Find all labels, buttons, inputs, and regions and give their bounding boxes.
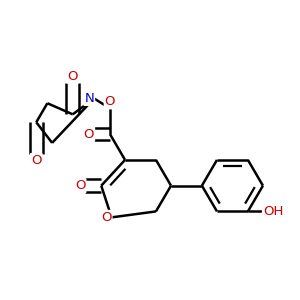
Text: O: O <box>101 211 112 224</box>
Text: O: O <box>31 154 41 167</box>
Text: O: O <box>75 179 86 192</box>
Text: O: O <box>84 128 94 141</box>
Text: N: N <box>84 92 94 105</box>
Text: OH: OH <box>263 205 283 218</box>
Text: O: O <box>105 95 115 108</box>
Text: O: O <box>68 70 78 83</box>
